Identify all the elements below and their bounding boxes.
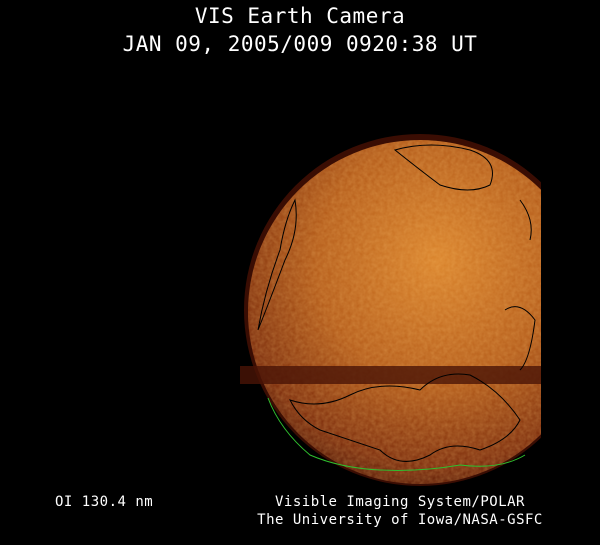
image-title: VIS Earth Camera xyxy=(194,4,406,28)
timestamp: JAN 09, 2005/009 0920:38 UT xyxy=(122,32,478,56)
data-gap-band xyxy=(240,366,541,384)
southern-coastline xyxy=(267,397,526,471)
disk-texture xyxy=(248,140,541,484)
credit-line-2: The University of Iowa/NASA-GSFC xyxy=(257,512,543,528)
coastlines xyxy=(257,144,536,462)
credit-line-1: Visible Imaging System/POLAR xyxy=(274,494,525,510)
wavelength-label: OI 130.4 nm xyxy=(55,494,154,510)
